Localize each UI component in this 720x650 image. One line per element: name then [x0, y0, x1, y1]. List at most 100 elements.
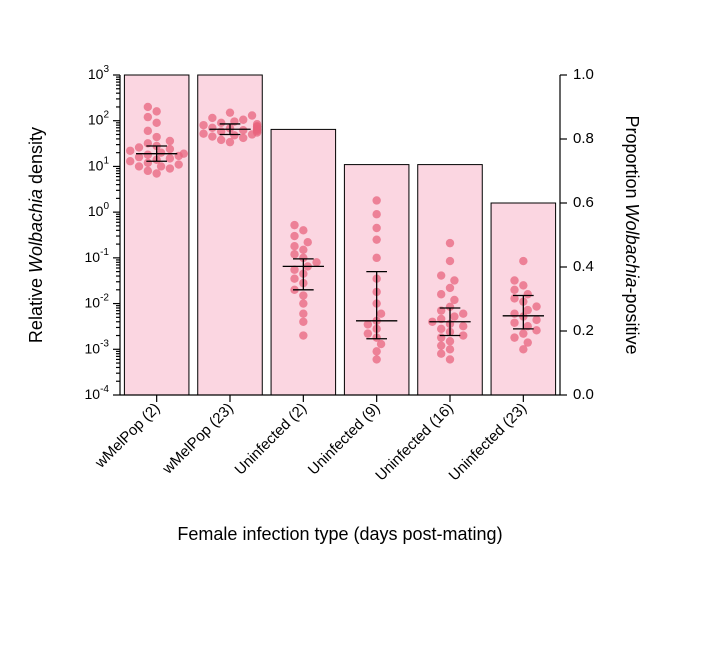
data-point [180, 149, 188, 157]
data-point [446, 239, 454, 247]
data-point [450, 296, 458, 304]
data-point [152, 119, 160, 127]
wolbachia-density-chart: 10-410-310-210-11001011021030.00.20.40.6… [0, 0, 720, 650]
x-tick-label: wMelPop (2) [91, 400, 163, 472]
left-tick-label: 10-1 [85, 246, 110, 264]
data-point [208, 114, 216, 122]
data-point [226, 108, 234, 116]
data-point [532, 326, 540, 334]
data-point [450, 276, 458, 284]
data-point [446, 345, 454, 353]
data-point [446, 355, 454, 363]
data-point [510, 286, 518, 294]
data-point [299, 318, 307, 326]
left-axis-title: Relative Wolbachia density [26, 127, 46, 343]
left-tick-label: 102 [88, 109, 110, 127]
data-point [144, 167, 152, 175]
data-point [372, 355, 380, 363]
data-point [437, 290, 445, 298]
chart-container: { "chart": { "type": "bar+scatter (dual … [0, 0, 720, 650]
data-point [510, 276, 518, 284]
data-point [524, 306, 532, 314]
data-point [253, 120, 261, 128]
data-point [290, 250, 298, 258]
data-point [166, 164, 174, 172]
data-point [230, 131, 238, 139]
data-point [144, 159, 152, 167]
data-point [372, 254, 380, 262]
data-point [166, 137, 174, 145]
data-point [199, 121, 207, 129]
left-tick-label: 101 [88, 155, 110, 173]
right-tick-label: 1.0 [573, 66, 594, 83]
data-point [437, 333, 445, 341]
data-point [519, 329, 527, 337]
bar [198, 75, 263, 395]
data-point [372, 196, 380, 204]
data-point [290, 221, 298, 229]
data-point [510, 310, 518, 318]
data-point [126, 157, 134, 165]
data-point [299, 299, 307, 307]
x-axis-title: Female infection type (days post-mating) [177, 524, 502, 544]
data-point [372, 235, 380, 243]
data-point [437, 325, 445, 333]
data-point [299, 226, 307, 234]
data-point [217, 119, 225, 127]
data-point [135, 143, 143, 151]
data-point [144, 103, 152, 111]
data-point [372, 347, 380, 355]
data-point [304, 238, 312, 246]
left-tick-label: 10-2 [85, 292, 110, 310]
data-point [135, 162, 143, 170]
data-point [524, 338, 532, 346]
data-point [446, 337, 454, 345]
data-point [450, 312, 458, 320]
right-tick-label: 0.6 [573, 194, 594, 211]
data-point [519, 257, 527, 265]
x-tick-label: Uninfected (2) [232, 400, 311, 479]
data-point [519, 281, 527, 289]
data-point [532, 316, 540, 324]
data-point [208, 132, 216, 140]
data-point [144, 151, 152, 159]
data-point [290, 232, 298, 240]
data-point [364, 329, 372, 337]
data-point [510, 319, 518, 327]
data-point [524, 290, 532, 298]
data-point [437, 341, 445, 349]
right-axis-title: Proportion Wolbachia-positive [622, 115, 642, 354]
right-tick-label: 0.8 [573, 130, 594, 147]
data-point [152, 169, 160, 177]
x-tick-label: wMelPop (23) [159, 400, 237, 478]
data-point [175, 160, 183, 168]
data-point [532, 302, 540, 310]
data-point [299, 246, 307, 254]
data-point [239, 116, 247, 124]
data-point [144, 127, 152, 135]
data-point [299, 331, 307, 339]
data-point [510, 333, 518, 341]
left-tick-label: 10-4 [85, 384, 110, 402]
data-point [126, 147, 134, 155]
left-tick-label: 10-3 [85, 338, 110, 356]
data-point [437, 350, 445, 358]
data-point [459, 310, 467, 318]
data-point [364, 320, 372, 328]
data-point [372, 224, 380, 232]
data-point [152, 133, 160, 141]
data-point [152, 107, 160, 115]
data-point [144, 113, 152, 121]
left-tick-label: 103 [88, 64, 110, 82]
data-point [446, 284, 454, 292]
data-point [377, 310, 385, 318]
data-point [248, 111, 256, 119]
data-point [372, 210, 380, 218]
data-point [437, 271, 445, 279]
right-tick-label: 0.0 [573, 386, 594, 403]
data-point [299, 310, 307, 318]
data-point [299, 291, 307, 299]
x-tick-label: Uninfected (9) [305, 400, 384, 479]
data-point [199, 129, 207, 137]
data-point [208, 124, 216, 132]
